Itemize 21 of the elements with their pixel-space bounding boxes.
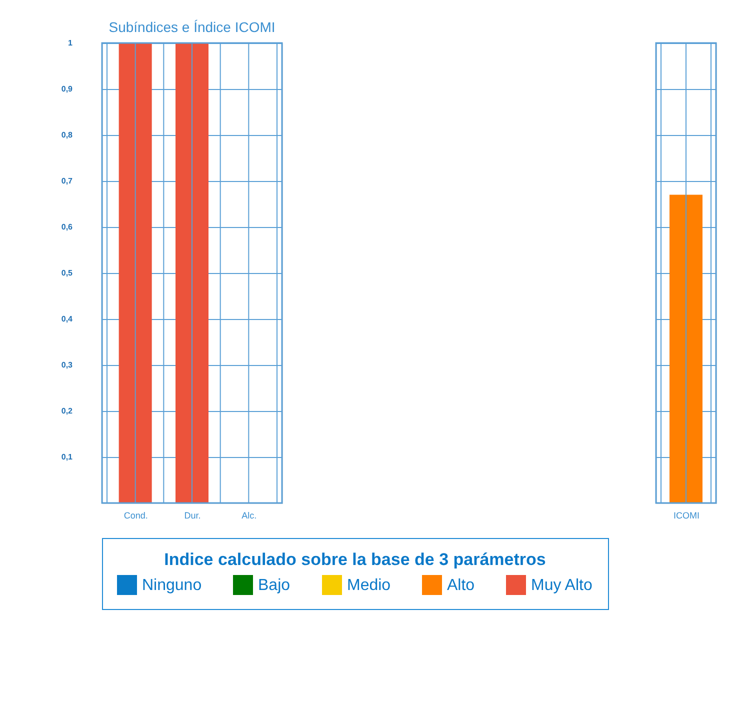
y-tick-label: 0,2: [61, 406, 74, 416]
y-tick-label: 0,6: [61, 222, 74, 232]
legend-label: Medio: [347, 577, 391, 594]
legend-label: Muy Alto: [531, 577, 592, 594]
legend-title: Indice calculado sobre la base de 3 parámetros: [164, 550, 546, 569]
x-tick-label: ICOMI: [674, 510, 700, 520]
legend-label: Alto: [447, 577, 475, 594]
legend-label: Ninguno: [142, 577, 202, 594]
x-tick-label: Alc.: [242, 510, 257, 520]
y-tick-label: 0,8: [61, 130, 74, 140]
y-tick-label: 0,9: [61, 84, 74, 94]
x-tick-label: Dur.: [184, 510, 201, 520]
legend-label: Bajo: [258, 577, 290, 594]
y-tick-label: 0,5: [61, 268, 74, 278]
chart-title: Subíndices e Índice ICOMI: [108, 19, 276, 35]
y-tick-label: 0,7: [61, 176, 74, 186]
y-tick-label: 0,3: [61, 360, 74, 370]
x-tick-label: Cond.: [124, 510, 148, 520]
y-tick-label: 0,4: [61, 314, 74, 324]
y-tick-label: 0,1: [61, 452, 74, 462]
y-tick-label: 1: [68, 38, 74, 48]
